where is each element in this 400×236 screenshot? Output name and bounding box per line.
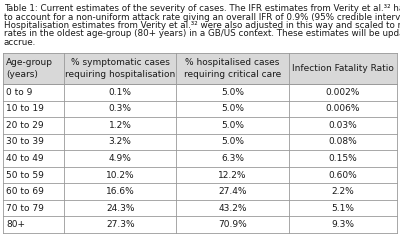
Text: 16.6%: 16.6%: [106, 187, 134, 196]
Text: 9.3%: 9.3%: [331, 220, 354, 229]
Text: 0.3%: 0.3%: [109, 104, 132, 114]
Text: % symptomatic cases
requiring hospitalisation: % symptomatic cases requiring hospitalis…: [65, 58, 175, 79]
Text: 4.9%: 4.9%: [109, 154, 132, 163]
Text: 27.3%: 27.3%: [106, 220, 134, 229]
Text: 1.2%: 1.2%: [109, 121, 132, 130]
Text: 10 to 19: 10 to 19: [6, 104, 44, 114]
Text: 30 to 39: 30 to 39: [6, 138, 44, 147]
Bar: [3, 52, 397, 84]
Text: 2.2%: 2.2%: [332, 187, 354, 196]
Text: Table 1: Current estimates of the severity of cases. The IFR estimates from Veri: Table 1: Current estimates of the severi…: [4, 4, 400, 13]
Text: 40 to 49: 40 to 49: [6, 154, 44, 163]
Text: to account for a non-uniform attack rate giving an overall IFR of 0.9% (95% cred: to account for a non-uniform attack rate…: [4, 13, 400, 21]
Text: 12.2%: 12.2%: [218, 171, 247, 180]
Text: 10.2%: 10.2%: [106, 171, 134, 180]
Text: 43.2%: 43.2%: [218, 204, 247, 213]
Text: 5.0%: 5.0%: [221, 138, 244, 147]
Text: 20 to 29: 20 to 29: [6, 121, 44, 130]
Text: 50 to 59: 50 to 59: [6, 171, 44, 180]
Text: 0 to 9: 0 to 9: [6, 88, 32, 97]
Text: Infection Fatality Ratio: Infection Fatality Ratio: [292, 64, 394, 73]
Text: 0.006%: 0.006%: [326, 104, 360, 114]
Text: 0.1%: 0.1%: [109, 88, 132, 97]
Text: Age-group
(years): Age-group (years): [6, 58, 53, 79]
Text: 70.9%: 70.9%: [218, 220, 247, 229]
Text: 0.08%: 0.08%: [328, 138, 357, 147]
Text: 70 to 79: 70 to 79: [6, 204, 44, 213]
Text: 3.2%: 3.2%: [109, 138, 132, 147]
Text: 5.0%: 5.0%: [221, 104, 244, 114]
Text: 5.0%: 5.0%: [221, 121, 244, 130]
Text: 27.4%: 27.4%: [218, 187, 247, 196]
Text: rates in the oldest age-group (80+ years) in a GB/US context. These estimates wi: rates in the oldest age-group (80+ years…: [4, 30, 400, 38]
Text: 80+: 80+: [6, 220, 25, 229]
Text: 6.3%: 6.3%: [221, 154, 244, 163]
Text: Hospitalisation estimates from Verity et al.³² were also adjusted in this way an: Hospitalisation estimates from Verity et…: [4, 21, 400, 30]
Text: 0.03%: 0.03%: [328, 121, 357, 130]
Text: accrue.: accrue.: [4, 38, 36, 47]
Text: 24.3%: 24.3%: [106, 204, 134, 213]
Text: 0.15%: 0.15%: [328, 154, 357, 163]
Text: 5.0%: 5.0%: [221, 88, 244, 97]
Text: 0.60%: 0.60%: [328, 171, 357, 180]
Text: 60 to 69: 60 to 69: [6, 187, 44, 196]
Text: 0.002%: 0.002%: [326, 88, 360, 97]
Text: % hospitalised cases
requiring critical care: % hospitalised cases requiring critical …: [184, 58, 281, 79]
Text: 5.1%: 5.1%: [331, 204, 354, 213]
